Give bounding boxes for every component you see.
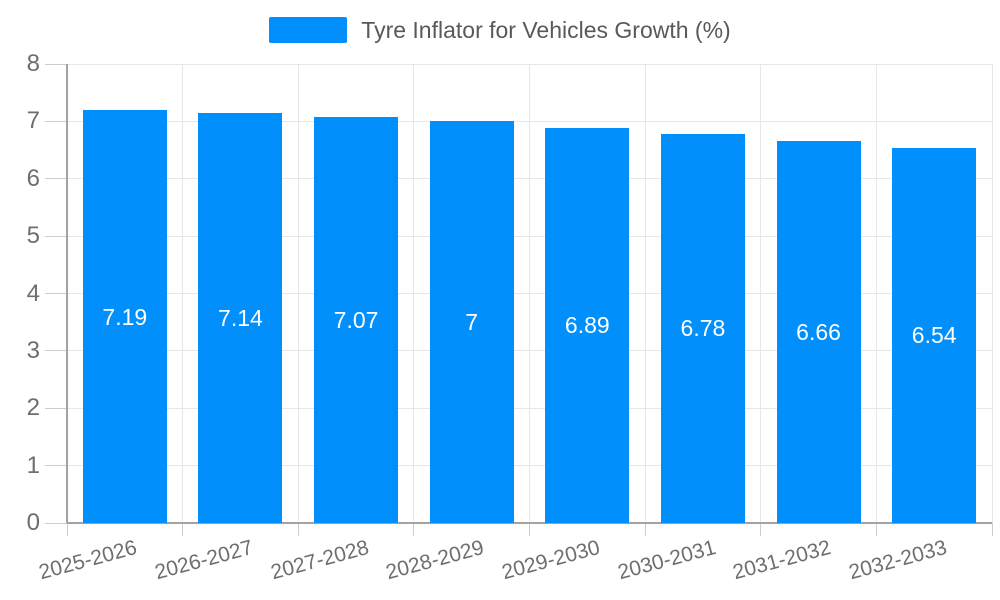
bar-value-label: 6.78 — [680, 315, 726, 342]
y-axis-tick — [45, 522, 67, 524]
y-axis-tick — [45, 178, 67, 180]
legend-marker — [269, 17, 348, 43]
x-axis-tick — [644, 523, 646, 536]
bar-2032-2033 — [892, 147, 977, 523]
x-axis-label: 2031-2032 — [730, 536, 834, 585]
gridline-vertical — [644, 64, 646, 523]
x-axis-tick — [66, 523, 68, 536]
y-axis-tick-label: 8 — [26, 50, 40, 77]
x-axis-label: 2029-2030 — [499, 536, 603, 585]
bar-value-label: 6.54 — [911, 322, 957, 349]
x-axis-label: 2032-2033 — [846, 536, 950, 585]
y-axis-tick-label: 6 — [26, 164, 40, 192]
y-axis-tick — [45, 235, 67, 237]
y-axis-line — [66, 64, 68, 523]
y-axis-tick-label: 2 — [26, 394, 40, 422]
x-axis-label: 2030-2031 — [614, 536, 718, 585]
x-axis-tick — [413, 523, 415, 536]
gridline-vertical — [182, 64, 184, 523]
y-axis-tick — [45, 120, 67, 122]
bar-value-label: 7.07 — [333, 307, 379, 334]
y-axis-tick-label: 5 — [26, 222, 40, 250]
x-axis-tick — [297, 523, 299, 536]
y-axis-tick-label: 1 — [26, 451, 40, 479]
bar-value-label: 7.19 — [102, 303, 148, 330]
bar-2027-2028 — [314, 117, 399, 523]
legend-label: Tyre Inflator for Vehicles Growth (%) — [361, 17, 731, 43]
gridline-vertical — [297, 64, 299, 523]
bar-2030-2031 — [660, 133, 745, 523]
y-axis-tick-label: 7 — [26, 107, 40, 135]
gridline-vertical — [991, 64, 993, 523]
x-axis-tick — [760, 523, 762, 536]
x-axis-label: 2026-2027 — [152, 536, 256, 585]
x-axis-label: 2025-2026 — [36, 536, 140, 585]
bar-2029-2030 — [545, 127, 630, 523]
bar-2025-2026 — [82, 110, 167, 523]
y-axis-tick-label: 4 — [26, 279, 40, 307]
bar-value-label: 6.89 — [564, 312, 610, 339]
y-axis-tick — [45, 407, 67, 409]
bar-2028-2029 — [429, 121, 514, 523]
bar-value-label: 6.66 — [796, 318, 841, 345]
gridline-vertical — [529, 64, 530, 523]
gridline-vertical — [875, 64, 877, 523]
bar-value-label: 7.14 — [218, 305, 263, 332]
x-axis-tick — [991, 523, 993, 536]
y-axis-tick — [45, 293, 67, 294]
bar-2031-2032 — [776, 140, 861, 523]
x-axis-line — [67, 522, 992, 524]
chart-legend[interactable]: Tyre Inflator for Vehicles Growth (%) — [0, 16, 1000, 44]
x-axis-tick — [182, 523, 184, 536]
x-axis-tick — [875, 523, 877, 536]
gridline-vertical — [413, 64, 415, 523]
bar-value-label: 7 — [465, 309, 479, 336]
bar-2026-2027 — [198, 113, 283, 523]
y-axis-tick — [45, 63, 67, 65]
x-axis-label: 2028-2029 — [383, 536, 487, 585]
y-axis-tick-label: 3 — [26, 336, 40, 364]
x-axis-label: 2027-2028 — [268, 536, 372, 585]
y-axis-tick — [45, 465, 67, 467]
y-axis-tick-label: 0 — [26, 509, 40, 536]
y-axis-tick — [45, 350, 67, 352]
x-axis-tick — [529, 523, 530, 536]
gridline-vertical — [760, 64, 762, 523]
